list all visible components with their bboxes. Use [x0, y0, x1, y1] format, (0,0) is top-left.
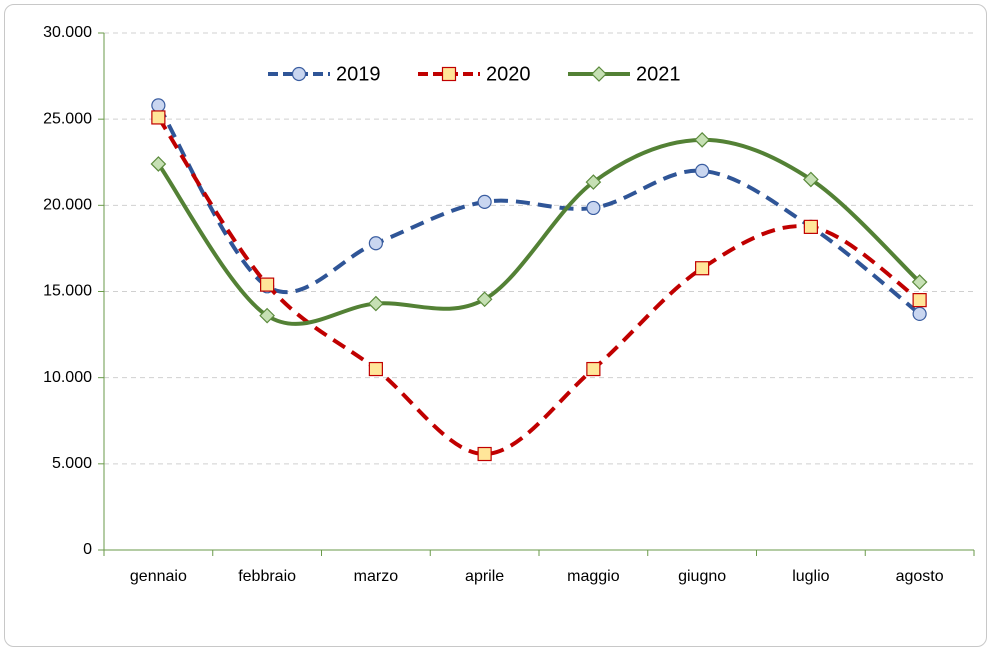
- marker: [477, 446, 492, 462]
- marker: [911, 274, 928, 290]
- marker: [476, 291, 493, 308]
- chart-frame: [4, 4, 987, 647]
- marker: [441, 66, 457, 82]
- x-tick-label: marzo: [354, 568, 399, 585]
- x-tick-label: gennaio: [130, 568, 187, 585]
- marker: [586, 361, 601, 377]
- marker: [151, 110, 166, 125]
- marker: [368, 236, 383, 251]
- marker: [912, 306, 927, 322]
- x-tick-label: febbraio: [238, 568, 296, 585]
- marker: [695, 261, 710, 276]
- marker: [912, 293, 927, 308]
- marker: [477, 194, 492, 209]
- marker: [368, 361, 383, 377]
- marker: [586, 200, 601, 216]
- marker: [695, 163, 710, 178]
- y-tick-label: 20.000: [43, 197, 92, 214]
- marker: [151, 98, 166, 113]
- y-tick-label: 15.000: [43, 283, 92, 300]
- legend-label: 2019: [336, 63, 381, 85]
- y-tick-label: 30.000: [43, 24, 92, 41]
- series-line: [156, 104, 921, 316]
- marker: [591, 66, 607, 82]
- marker: [803, 171, 819, 188]
- marker: [291, 66, 307, 82]
- legend-label: 2021: [636, 63, 681, 85]
- y-tick-label: 0: [83, 541, 92, 558]
- marker: [259, 307, 275, 324]
- marker: [803, 219, 818, 234]
- x-tick-label: luglio: [792, 568, 829, 585]
- legend-label: 2020: [486, 63, 531, 85]
- y-tick-label: 25.000: [43, 110, 92, 127]
- y-tick-label: 5.000: [52, 455, 92, 472]
- y-tick-label: 10.000: [43, 369, 92, 386]
- marker: [694, 131, 710, 148]
- marker: [260, 277, 275, 292]
- x-tick-label: giugno: [678, 568, 726, 585]
- x-tick-label: aprile: [465, 568, 504, 585]
- marker: [150, 156, 167, 172]
- x-tick-label: maggio: [567, 568, 620, 585]
- x-tick-label: agosto: [896, 568, 944, 585]
- marker: [368, 295, 384, 312]
- marker: [585, 174, 602, 190]
